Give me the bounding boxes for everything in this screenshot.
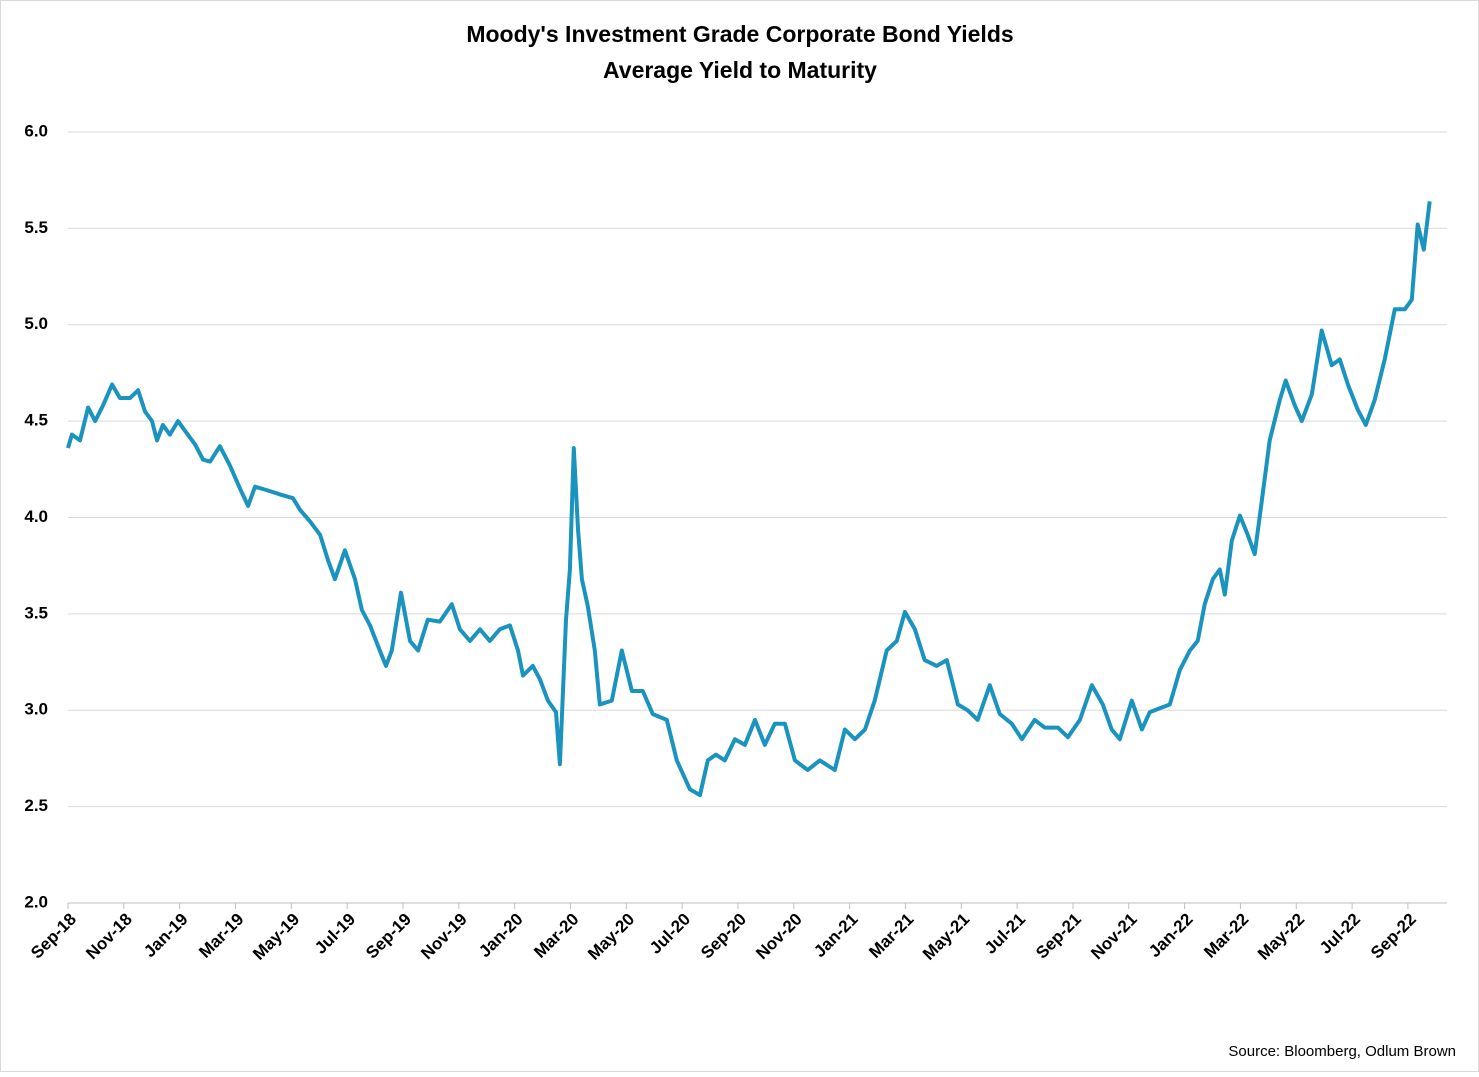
chart-title: Moody's Investment Grade Corporate Bond … (466, 21, 1013, 47)
y-tick-label: 4.0 (24, 507, 48, 526)
y-tick-label: 3.0 (24, 700, 48, 719)
source-note: Source: Bloomberg, Odlum Brown (1228, 1043, 1456, 1060)
chart-subtitle: Average Yield to Maturity (603, 57, 877, 83)
y-tick-label: 3.5 (24, 603, 48, 622)
y-tick-label: 4.5 (24, 411, 48, 430)
y-tick-label: 2.5 (24, 796, 48, 815)
y-tick-label: 6.0 (24, 121, 48, 140)
y-tick-label: 5.0 (24, 314, 48, 333)
data-line (66, 201, 1432, 798)
y-tick-label: 2.0 (24, 892, 48, 911)
y-tick-label: 5.5 (24, 218, 48, 237)
